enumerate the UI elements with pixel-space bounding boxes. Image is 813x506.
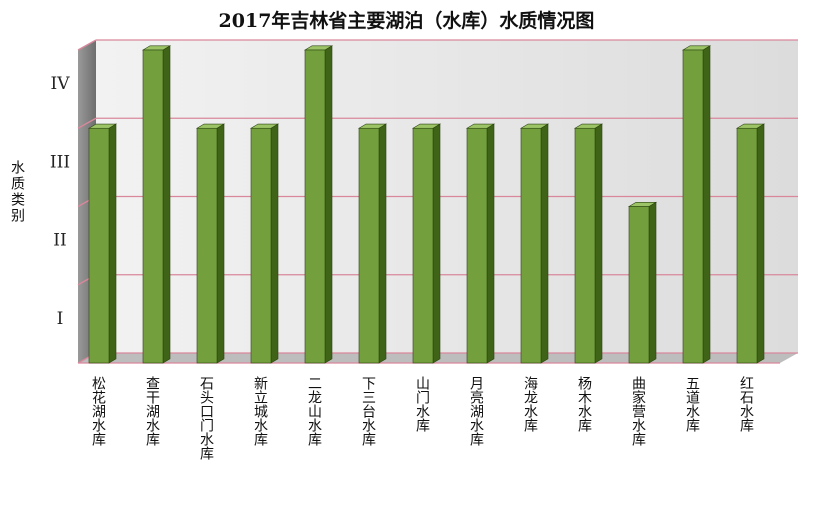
x-tick-label: 曲家营水库: [630, 376, 646, 446]
bar: [465, 123, 496, 364]
x-tick-label: 下三台水库: [360, 376, 376, 446]
x-tick-label: 松花湖水库: [90, 376, 106, 446]
x-tick-label: 杨木水库: [576, 376, 592, 432]
bar-side: [594, 123, 603, 364]
bar: [249, 123, 280, 364]
bar-side: [378, 123, 387, 364]
bar: [681, 45, 712, 364]
bar: [735, 123, 766, 364]
x-tick-label: 山门水库: [414, 376, 430, 432]
x-tick-label: 查干湖水库: [144, 376, 160, 446]
bar-side: [270, 123, 279, 364]
bar-side: [216, 123, 225, 364]
bar-front: [736, 127, 758, 364]
x-tick-label: 新立城水库: [252, 376, 268, 446]
bar-front: [304, 49, 326, 364]
bar-side: [648, 201, 657, 364]
x-tick-label: 月亮湖水库: [468, 376, 484, 446]
bar: [303, 45, 334, 364]
bar-side: [702, 45, 711, 364]
bar-front: [358, 127, 380, 364]
bar: [357, 123, 388, 364]
y-tick-label: III: [50, 152, 70, 172]
x-tick-label: 石头口门水库: [198, 376, 214, 460]
bar: [195, 123, 226, 364]
bar-side: [432, 123, 441, 364]
bar: [87, 123, 118, 364]
bar-side: [324, 45, 333, 364]
bar-front: [88, 127, 110, 364]
bar-front: [250, 127, 272, 364]
gridline-side: [77, 39, 97, 51]
bar-front: [412, 127, 434, 364]
bar: [141, 45, 172, 364]
bar: [519, 123, 550, 364]
bar-side: [108, 123, 117, 364]
x-tick-label: 五道水库: [684, 376, 700, 432]
x-tick-label: 红石水库: [738, 376, 754, 432]
gridline-side: [77, 117, 97, 129]
bar: [627, 201, 658, 364]
bar-front: [142, 49, 164, 364]
bar-front: [628, 206, 650, 364]
bar: [573, 123, 604, 364]
y-axis-label: 水质类别: [9, 160, 25, 224]
bar-front: [196, 127, 218, 364]
bar-side: [486, 123, 495, 364]
y-tick-label: II: [53, 231, 66, 251]
bar-front: [682, 49, 704, 364]
bar-front: [574, 127, 596, 364]
bar-side: [756, 123, 765, 364]
bar: [411, 123, 442, 364]
y-tick-label: I: [57, 309, 64, 329]
bar-front: [520, 127, 542, 364]
chart-title: 2017年吉林省主要湖泊（水库）水质情况图: [218, 10, 595, 32]
x-tick-label: 二龙山水库: [306, 376, 322, 446]
bar-side: [162, 45, 171, 364]
y-tick-label: IV: [51, 74, 71, 94]
bar-front: [466, 127, 488, 364]
bar-side: [540, 123, 549, 364]
x-tick-label: 海龙水库: [522, 376, 538, 432]
